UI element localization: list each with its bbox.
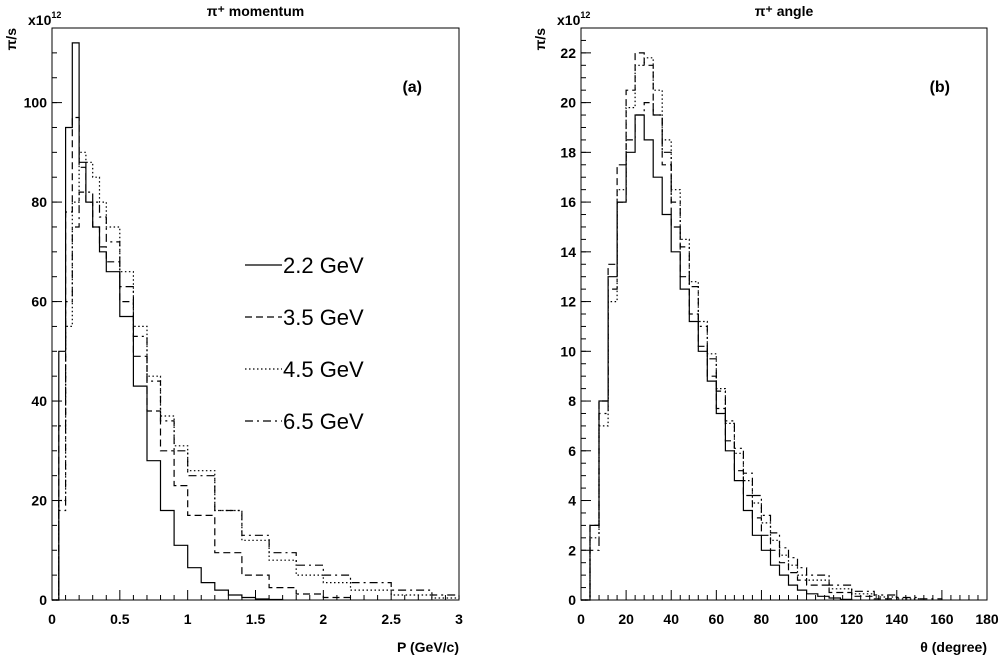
x-tick-label: 1.5 <box>246 611 266 627</box>
x-tick-label: 2.5 <box>381 611 401 627</box>
y-tick-label: 12 <box>560 294 576 310</box>
series-line-dotted <box>52 151 460 601</box>
chart-title: π⁺ momentum <box>207 3 304 19</box>
x-tick-label: 0.5 <box>110 611 130 627</box>
series-line-dashdot <box>581 102 943 601</box>
x-tick-label: 180 <box>975 611 999 627</box>
legend-label: 4.5 GeV <box>283 357 364 382</box>
x-tick-label: 120 <box>840 611 864 627</box>
panel-label: (b) <box>930 79 950 96</box>
series-line-dashed <box>52 116 352 601</box>
x-tick-label: 40 <box>663 611 679 627</box>
x-axis-label: θ (degree) <box>920 639 987 655</box>
y-tick-label: 22 <box>560 45 576 61</box>
series-line-dashdot <box>52 191 460 601</box>
y-multiplier-base: x10 <box>28 12 52 28</box>
x-tick-label: 20 <box>618 611 634 627</box>
x-tick-label: 100 <box>795 611 819 627</box>
x-axis-label: P (GeV/c) <box>397 639 459 655</box>
legend-label: 6.5 GeV <box>283 409 364 434</box>
x-tick-label: 0 <box>577 611 585 627</box>
y-tick-label: 10 <box>560 343 576 359</box>
y-tick-label: 0 <box>39 592 47 608</box>
plot-frame <box>580 27 988 601</box>
y-tick-label: 18 <box>560 144 576 160</box>
momentum-chart: π⁺ momentum (a) x1012 π/s P (GeV/c) 0 0.5 1 1.5 2… <box>3 3 463 655</box>
y-tick-label: 80 <box>31 194 47 210</box>
legend-label: 2.2 GeV <box>283 253 364 278</box>
y-tick-label: 16 <box>560 194 576 210</box>
x-tick-label: 140 <box>885 611 909 627</box>
y-tick-label: 20 <box>31 493 47 509</box>
y-multiplier: x1012 <box>557 10 590 28</box>
series-line-dotted <box>581 57 920 601</box>
y-tick-label: 6 <box>568 443 576 459</box>
series-line-solid <box>52 42 284 601</box>
y-multiplier-exponent: 12 <box>51 10 61 20</box>
y-axis-label: π/s <box>532 28 548 51</box>
y-tick-label: 40 <box>31 393 47 409</box>
y-tick-label: 100 <box>24 95 48 111</box>
x-tick-label: 0 <box>48 611 56 627</box>
legend-label: 3.5 GeV <box>283 305 364 330</box>
y-tick-label: 2 <box>568 542 576 558</box>
y-multiplier-base: x10 <box>557 12 581 28</box>
x-tick-label: 2 <box>319 611 327 627</box>
panel-label: (a) <box>402 79 422 96</box>
chart-title: π⁺ angle <box>755 3 814 19</box>
x-tick-label: 160 <box>930 611 954 627</box>
x-tick-label: 60 <box>709 611 725 627</box>
x-tick-label: 80 <box>754 611 770 627</box>
y-tick-label: 14 <box>560 244 576 260</box>
y-tick-label: 60 <box>31 294 47 310</box>
series-line-dashed <box>581 52 898 601</box>
y-axis-label: π/s <box>3 28 19 51</box>
y-tick-label: 8 <box>568 393 576 409</box>
y-tick-label: 20 <box>560 95 576 111</box>
y-tick-label: 4 <box>568 493 576 509</box>
y-tick-label: 0 <box>568 592 576 608</box>
y-multiplier: x1012 <box>28 10 61 28</box>
x-tick-label: 1 <box>184 611 192 627</box>
plot-frame <box>51 27 460 601</box>
y-multiplier-exponent: 12 <box>580 10 590 20</box>
x-tick-label: 3 <box>455 611 463 627</box>
